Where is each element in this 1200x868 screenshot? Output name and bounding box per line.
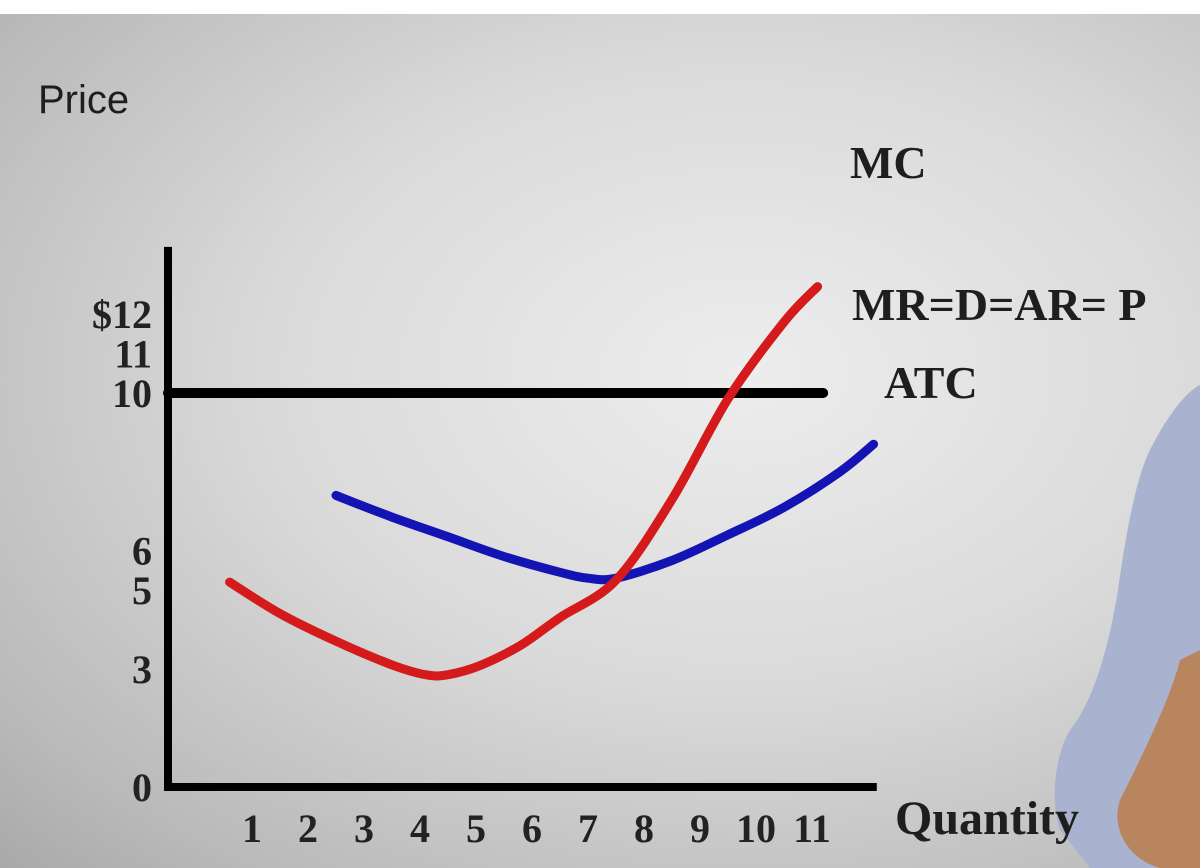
- y-axis-title: Price: [38, 78, 129, 122]
- presenter-figure: [1054, 385, 1200, 868]
- x-tick-label: 2: [298, 806, 318, 851]
- series-label-mr-d-ar-p: MR=D=AR= P: [852, 279, 1147, 330]
- y-tick-label: 10: [112, 371, 152, 416]
- y-tick-label: 11: [114, 332, 152, 377]
- axes: [164, 246, 877, 791]
- series-line-mc: [225, 282, 823, 681]
- series-label-mc: MC: [850, 137, 927, 188]
- y-tick-label: $12: [92, 292, 152, 337]
- slide-background: [0, 14, 1200, 868]
- series-line-atc: [331, 439, 879, 585]
- y-tick-label: 6: [132, 529, 152, 574]
- x-tick-label: 4: [410, 806, 430, 851]
- x-tick-label: 9: [690, 806, 710, 851]
- x-tick-label: 6: [522, 806, 542, 851]
- x-tick-label: 3: [354, 806, 374, 851]
- x-tick-label: 11: [793, 806, 831, 851]
- x-axis-title: Quantity: [895, 792, 1079, 845]
- x-tick-label: 7: [578, 806, 598, 851]
- x-tick-label: 1: [242, 806, 262, 851]
- y-tick-label: 3: [132, 647, 152, 692]
- x-tick-label: 5: [466, 806, 486, 851]
- series-label-atc: ATC: [884, 357, 978, 408]
- x-tick-label: 8: [634, 806, 654, 851]
- x-tick-label: 10: [736, 806, 776, 851]
- y-tick-label: 5: [132, 568, 152, 613]
- y-tick-label: 0: [132, 765, 152, 810]
- chart-lines: [163, 282, 879, 681]
